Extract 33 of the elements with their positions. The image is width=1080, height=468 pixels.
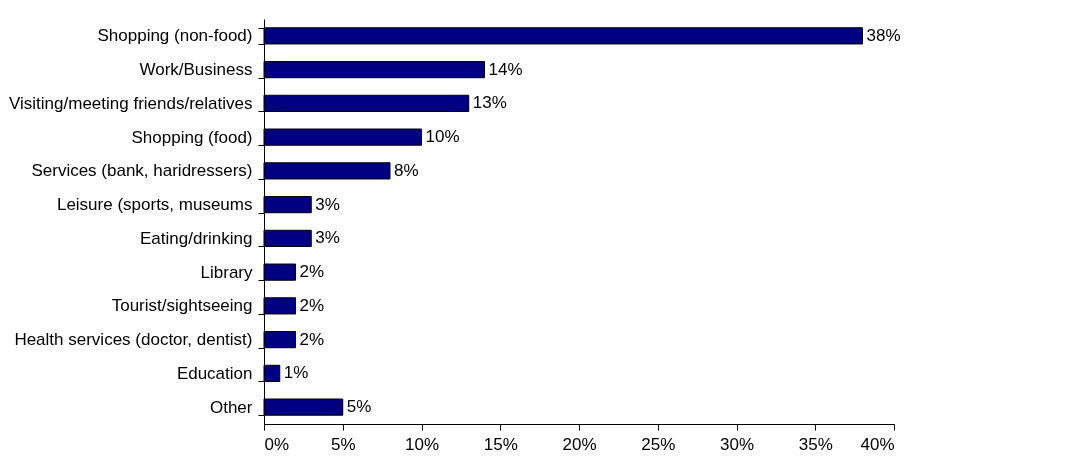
x-tick-label: 30% (719, 434, 755, 454)
y-tick-label: Shopping (food) (131, 127, 253, 147)
y-tick-label: Work/Business (139, 60, 253, 80)
y-tick-label: Eating/drinking (140, 228, 253, 248)
y-tick-label: Tourist/sightseeing (111, 296, 253, 316)
data-label: 10% (425, 127, 460, 147)
y-tick-label: Shopping (non-food) (97, 26, 253, 46)
x-tick-label: 35% (798, 434, 833, 454)
y-tick-label: Other (209, 397, 253, 417)
data-label: 8% (394, 160, 419, 180)
x-tick-label: 25% (641, 434, 676, 454)
x-tick-label: 10% (404, 434, 440, 454)
y-tick-label: Leisure (sports, museums (56, 195, 253, 215)
data-label: 38% (866, 25, 901, 45)
data-label: 5% (346, 397, 372, 417)
y-tick-label: Library (200, 262, 253, 282)
x-tick-label: 15% (483, 434, 518, 454)
data-label: 2% (299, 329, 325, 349)
data-label: 14% (488, 59, 523, 79)
data-label: 13% (472, 93, 507, 113)
data-label: 3% (315, 194, 340, 214)
y-tick-label: Visiting/meeting friends/relatives (9, 93, 253, 113)
y-tick-label: Health services (doctor, dentist) (14, 330, 253, 350)
x-tick-label: 20% (562, 434, 597, 454)
data-label: 3% (315, 228, 340, 248)
x-tick-label: 40% (860, 434, 895, 454)
data-label: 1% (283, 363, 309, 383)
x-tick-label: 0% (264, 434, 290, 454)
x-tick-label: 5% (330, 434, 356, 454)
y-tick-label: Education (176, 363, 253, 383)
data-label: 2% (299, 295, 325, 315)
data-label: 2% (299, 262, 325, 282)
y-tick-label: Services (bank, haridressers) (31, 161, 253, 181)
